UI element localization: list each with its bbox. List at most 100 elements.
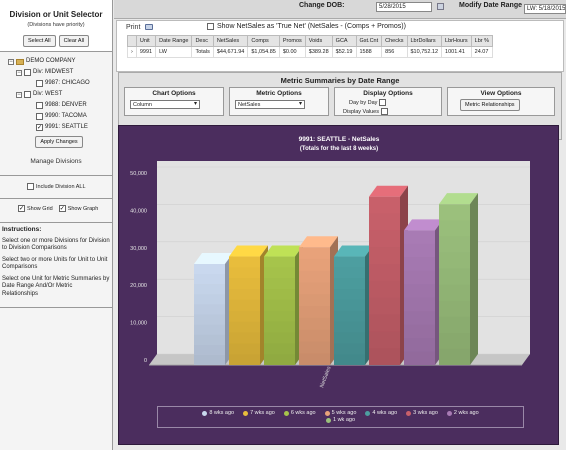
checkbox-day-by-day[interactable] [379,99,387,106]
y-tick-label: 50,000 [130,171,147,177]
tree-item-label: 9987: CHICAGO [45,80,90,86]
bar-side [470,193,478,365]
legend-label: 2 wks ago [453,410,479,416]
checkbox-show-graph[interactable]: ✓ [58,205,66,212]
bar-band [264,278,295,290]
tree-item-label: 9991: SEATTLE [45,124,88,130]
bar-band [194,314,225,325]
metric-options-box: Metric Options NetSales ▾ [229,87,329,116]
show-graph-option[interactable]: ✓ Show Graph [58,205,99,212]
calendar-icon[interactable] [437,3,444,10]
bar-band [369,314,400,332]
legend-label: 1 wk ago [332,417,355,423]
bar-top [334,245,373,257]
printer-icon[interactable] [145,24,153,30]
bar-band [334,321,365,333]
tree-item-denver[interactable]: 9988: DENVER [8,100,110,111]
tree-item-div-west[interactable]: − Div: WEST [8,89,110,100]
y-tick-label: 30,000 [130,246,147,252]
divider [0,198,112,199]
checkbox-include-division-all[interactable] [27,183,34,190]
selector-header: Division or Unit Selector (Divisions hav… [0,0,112,52]
table-cell: $0.00 [278,46,306,58]
chart-panel: 9991: SEATTLE - NetSales (Totals for the… [118,125,559,445]
checkbox-show-true-net[interactable] [207,23,214,30]
checkbox-div-midwest[interactable] [24,69,31,76]
bar-band [334,354,365,365]
tree-item-tacoma[interactable]: 9990: TACOMA [8,111,110,122]
division-tree: − DEMO COMPANY − Div: MIDWEST 9987: CHIC… [0,52,112,148]
metric-select[interactable]: NetSales ▾ [235,100,305,109]
chevron-down-icon: ▾ [193,101,197,107]
legend-swatch [283,410,289,416]
metric-options-title: Metric Options [256,90,302,97]
bar-band [229,310,260,322]
bar-band [369,280,400,298]
tree-item-div-midwest[interactable]: − Div: MIDWEST [8,67,110,78]
collapse-icon[interactable]: − [8,58,14,65]
checkbox-show-grid[interactable]: ✓ [18,205,25,212]
bar-band [404,243,435,258]
table-row[interactable]: › 9991 LW Totals $44,671.94 $1,054.85 $0… [127,46,494,58]
include-division-all-option[interactable]: Include Division ALL [27,183,112,190]
chart-type-select[interactable]: Column ▾ [130,100,200,109]
bar-band [404,338,435,352]
legend-swatch [202,410,208,416]
expand-row-icon[interactable]: › [127,46,137,58]
bar-band [439,236,470,253]
collapse-icon[interactable]: − [16,69,22,76]
bar-band [229,343,260,355]
legend-item: 8 wks ago [202,410,234,416]
clear-all-button[interactable]: Clear All [58,35,90,47]
tree-item-label: 9990: TACOMA [45,113,87,119]
column-header: Desc [191,35,214,47]
checkbox-denver[interactable] [36,102,43,109]
bar-band [369,331,400,349]
tree-item-company[interactable]: − DEMO COMPANY [8,56,110,67]
checkbox-display-values[interactable] [380,108,388,115]
tree-item-seattle[interactable]: ✓ 9991: SEATTLE [8,122,110,133]
select-all-button[interactable]: Select All [22,35,56,47]
table-cell: $1,054.85 [247,46,280,58]
checkbox-chicago[interactable] [36,80,43,87]
legend-swatch [324,410,330,416]
bar [194,253,233,365]
metric-relationships-button[interactable]: Metric Relationships [460,99,520,111]
bar-band [229,321,260,333]
show-graph-label: Show Graph [67,205,99,212]
bar-band [334,278,365,290]
dob-input[interactable]: 5/28/2015 [376,2,432,12]
bar [334,245,373,365]
bar-band [404,351,435,365]
manage-divisions-link[interactable]: Manage Divisions [30,158,82,165]
bar-band [229,289,260,300]
tree-item-chicago[interactable]: 9987: CHICAGO [8,78,110,89]
column-header: Date Range [155,35,193,47]
legend-swatch [365,410,371,416]
show-true-net-option[interactable]: Show NetSales as 'True Net' (NetSales - … [207,23,406,30]
bar-band [439,220,470,237]
print-link[interactable]: Print [126,24,141,31]
date-range-select[interactable]: LW: 5/18/2015 [524,4,566,14]
apply-changes-button[interactable]: Apply Changes [35,136,83,148]
y-tick-label: 10,000 [130,321,147,327]
show-grid-option[interactable]: ✓ Show Grid [18,205,53,212]
day-by-day-option[interactable]: Day by Day [349,99,387,106]
y-tick-label: 0 [144,358,147,364]
collapse-icon[interactable]: − [16,91,22,98]
bar [299,236,338,365]
bar-band [194,344,225,355]
display-values-option[interactable]: Display Values [343,108,388,115]
view-options-box: View Options Metric Relationships [447,87,555,116]
bar-band [194,334,225,345]
table-cell: Totals [191,46,214,58]
table-cell: $44,671.94 [212,46,249,58]
bar-band [264,299,295,311]
checkbox-div-west[interactable] [24,91,31,98]
view-options-title: View Options [480,90,522,97]
checkbox-seattle[interactable]: ✓ [36,124,43,131]
y-tick-label: 20,000 [130,283,147,289]
column-header: LbrDollars [406,35,443,47]
instruction-unit-comparison: Select two or more Units for Unit to Uni… [2,256,108,271]
checkbox-tacoma[interactable] [36,113,43,120]
